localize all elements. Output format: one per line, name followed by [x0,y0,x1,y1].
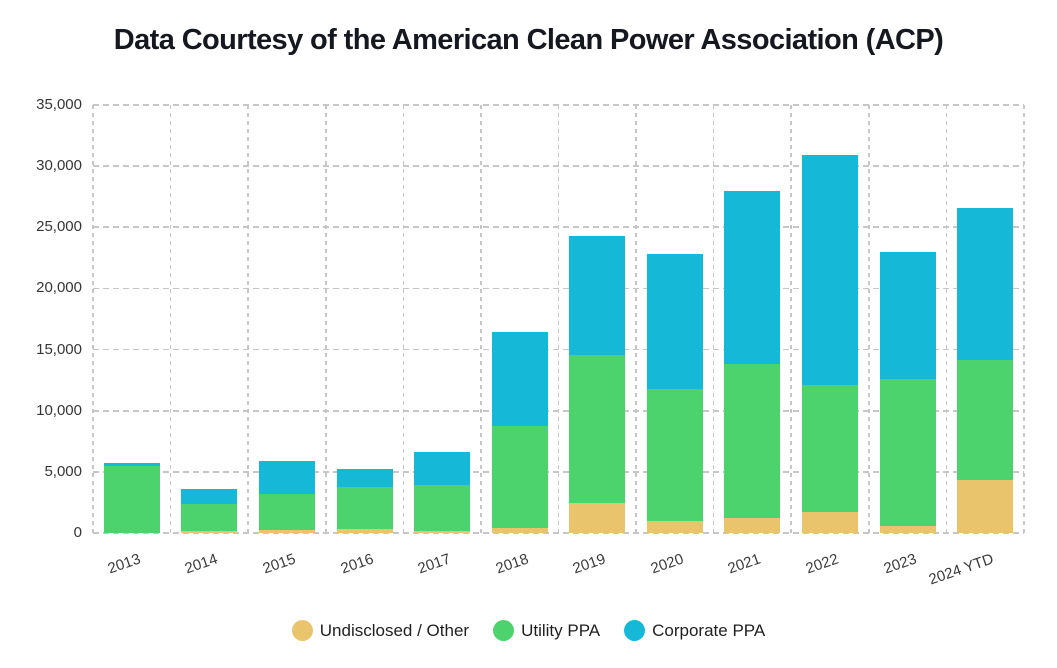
bar-2020[interactable] [646,254,703,533]
legend-item-undisclosed-other[interactable]: Undisclosed / Other [291,620,470,641]
bar-segment-undisclosed-other[interactable] [414,530,471,533]
gridline-vertical [1023,105,1025,533]
legend-item-utility-ppa[interactable]: Utility PPA [493,620,600,641]
bar-segment-corporate-ppa[interactable] [879,252,936,379]
x-axis: 2013 2014 2015 2016 2017 2018 2019 2020 2021 2022… [93,538,1024,610]
bar-2019[interactable] [569,235,626,533]
bar-segment-utility-ppa[interactable] [569,355,626,504]
legend-label: Undisclosed / Other [319,620,470,640]
bar-segment-undisclosed-other[interactable] [957,479,1014,533]
bar-segment-undisclosed-other[interactable] [802,511,859,533]
gridline-vertical [868,105,870,533]
legend-label: Corporate PPA [652,620,766,640]
bar-2018[interactable] [491,331,548,533]
bar-segment-undisclosed-other[interactable] [491,528,548,533]
gridline-vertical [945,105,948,533]
bar-segment-corporate-ppa[interactable] [336,469,393,488]
y-axis-tick-label: 5,000 [44,462,82,480]
legend-swatch-undisclosed-other [291,620,313,641]
bar-segment-utility-ppa[interactable] [802,385,859,512]
gridline-vertical [557,105,560,533]
bar-segment-corporate-ppa[interactable] [103,463,160,467]
y-axis-tick-label: 15,000 [36,340,82,358]
bar-segment-undisclosed-other[interactable] [258,529,315,533]
legend-swatch-corporate-ppa [624,620,646,641]
bar-segment-corporate-ppa[interactable] [724,191,781,365]
legend-item-corporate-ppa[interactable]: Corporate PPA [624,620,765,641]
bar-segment-corporate-ppa[interactable] [258,460,315,494]
bar-segment-corporate-ppa[interactable] [181,489,238,505]
bar-segment-undisclosed-other[interactable] [181,530,238,533]
bar-segment-corporate-ppa[interactable] [414,451,471,485]
bar-2014[interactable] [181,489,238,533]
bar-segment-undisclosed-other[interactable] [879,526,936,533]
legend-swatch-utility-ppa [493,620,515,641]
gridline-vertical [480,105,482,533]
bar-segment-undisclosed-other[interactable] [724,517,781,533]
gridline-vertical [635,105,637,533]
bar-segment-utility-ppa[interactable] [646,389,703,521]
bar-segment-corporate-ppa[interactable] [802,154,859,386]
bar-2015[interactable] [258,460,315,533]
x-axis-label: 2013 [105,550,143,578]
bar-segment-utility-ppa[interactable] [258,493,315,530]
bar-2022[interactable] [802,154,859,533]
bar-segment-corporate-ppa[interactable] [957,207,1014,360]
bar-segment-corporate-ppa[interactable] [569,235,626,356]
bar-segment-utility-ppa[interactable] [181,504,238,531]
gridline-vertical [92,105,94,533]
bar-segment-undisclosed-other[interactable] [569,503,626,533]
gridline-vertical [402,105,405,533]
bar-2021[interactable] [724,191,781,533]
bar-segment-undisclosed-other[interactable] [646,520,703,533]
y-axis-tick-label: 20,000 [36,279,82,297]
gridline-vertical [712,105,715,533]
bar-segment-utility-ppa[interactable] [491,426,548,529]
bar-segment-utility-ppa[interactable] [879,378,936,527]
bar-segment-utility-ppa[interactable] [724,364,781,518]
bar-2013[interactable] [103,463,160,533]
bar-segment-corporate-ppa[interactable] [646,254,703,390]
gridline-vertical [324,105,327,533]
bar-2023[interactable] [879,252,936,533]
bar-segment-undisclosed-other[interactable] [336,529,393,533]
y-axis-tick-label: 10,000 [36,401,82,419]
y-axis-tick-label: 0 [73,524,82,541]
bar-segment-utility-ppa[interactable] [336,487,393,530]
bar-2017[interactable] [414,451,471,533]
legend-label: Utility PPA [521,620,601,640]
bar-segment-utility-ppa[interactable] [103,466,160,533]
y-axis-tick-label: 30,000 [36,157,82,175]
y-axis-tick-label: 25,000 [36,218,82,236]
y-axis-tick-label: 35,000 [36,96,82,113]
gridline-vertical [247,105,249,533]
y-axis: 0 5,000 10,000 15,000 20,000 25,000 30,000 35,0… [0,96,82,541]
gridline-vertical [169,105,172,533]
legend: Undisclosed / Other Utility PPA Corporate … [0,620,1057,641]
bar-segment-utility-ppa[interactable] [414,484,471,531]
bar-segment-utility-ppa[interactable] [957,359,1014,480]
gridline-vertical [790,105,793,533]
plot-area [92,104,1025,534]
chart-title: Data Courtesy of the American Clean Powe… [113,24,944,56]
bar-2016[interactable] [336,469,393,533]
bar-2024-ytd[interactable] [957,207,1014,533]
bar-segment-corporate-ppa[interactable] [491,331,548,427]
